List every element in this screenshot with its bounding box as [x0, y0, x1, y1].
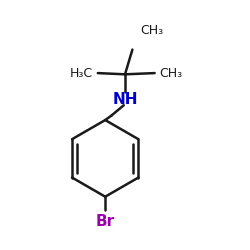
Text: Br: Br [96, 214, 115, 229]
Text: H₃C: H₃C [70, 66, 93, 80]
Text: CH₃: CH₃ [160, 66, 183, 80]
Text: CH₃: CH₃ [140, 24, 163, 37]
Text: NH: NH [112, 92, 138, 106]
